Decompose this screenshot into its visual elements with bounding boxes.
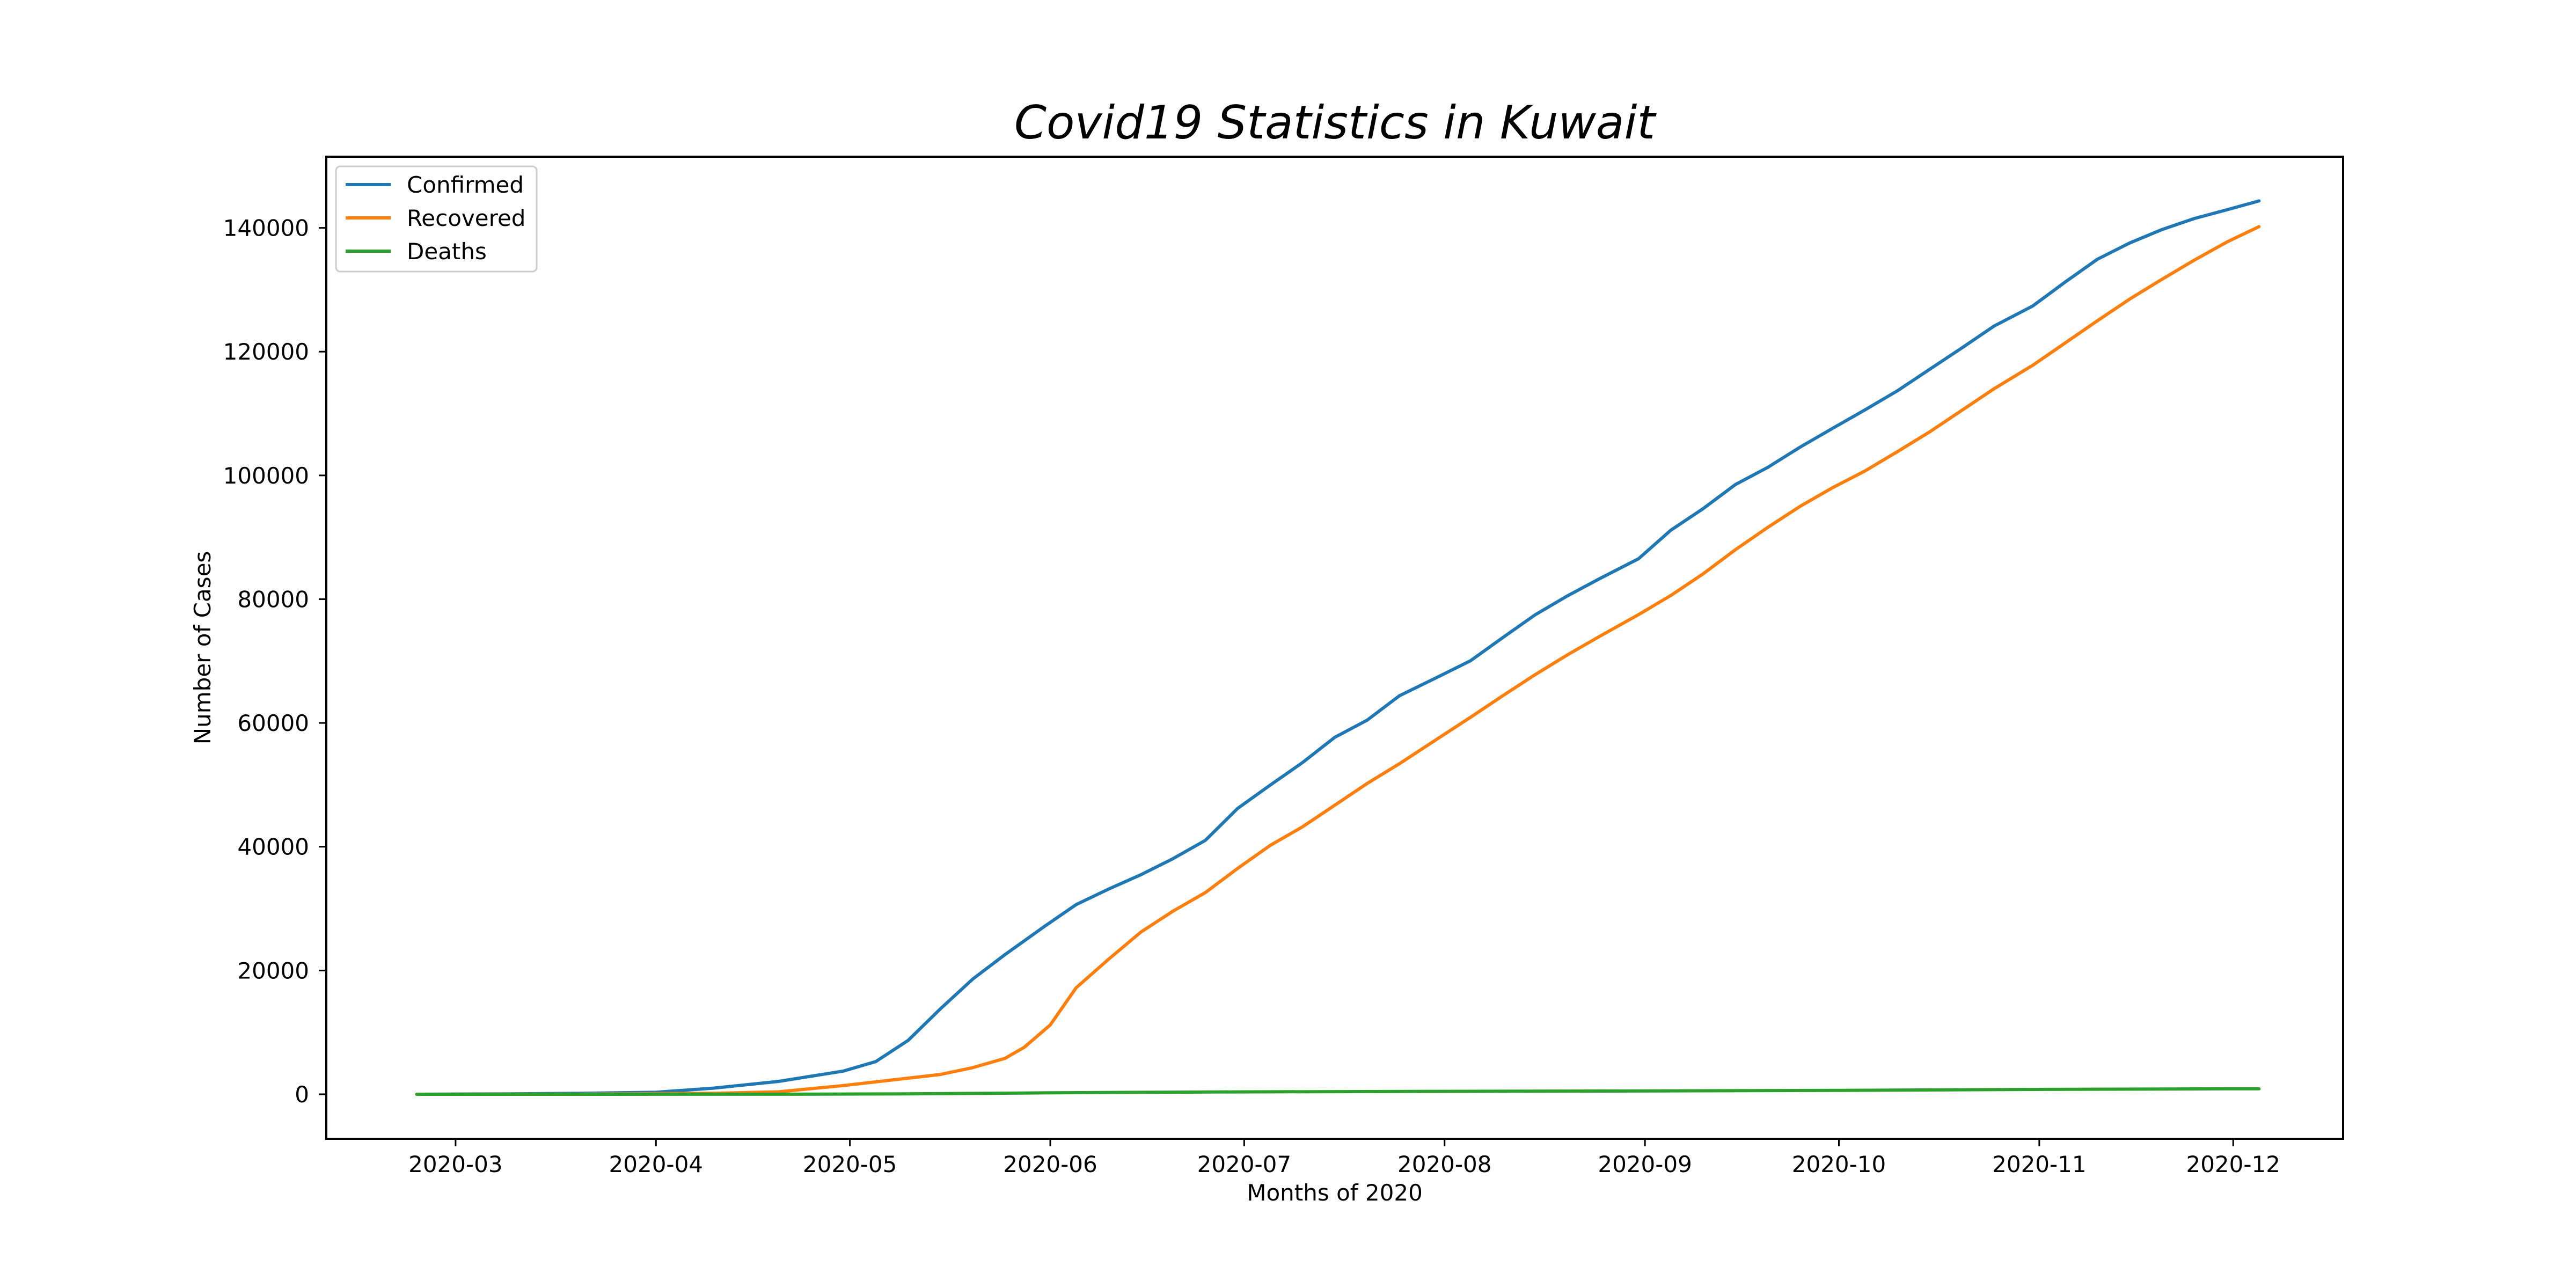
legend-label-confirmed: Confirmed — [407, 172, 524, 198]
y-tick-label: 100000 — [223, 463, 309, 489]
series-line-recovered — [415, 225, 2261, 1096]
y-tick-label: 140000 — [223, 215, 309, 241]
x-tick-label: 2020-11 — [1992, 1151, 2087, 1177]
chart-title: Covid19 Statistics in Kuwait — [1014, 96, 1657, 150]
series-line-confirmed — [415, 199, 2261, 1096]
y-tick-label: 0 — [295, 1081, 309, 1108]
legend-box — [335, 165, 538, 273]
x-tick-label: 2020-07 — [1197, 1151, 1292, 1177]
y-tick-label: 80000 — [237, 586, 309, 612]
x-tick-label: 2020-10 — [1792, 1151, 1886, 1177]
x-axis-label: Months of 2020 — [1247, 1180, 1423, 1206]
y-tick-label: 20000 — [237, 957, 309, 984]
plot-area-frame — [325, 156, 2344, 1140]
x-tick-label: 2020-05 — [803, 1151, 897, 1177]
y-tick-label: 60000 — [237, 710, 309, 736]
x-tick-label: 2020-06 — [1003, 1151, 1097, 1177]
x-tick-label: 2020-03 — [408, 1151, 503, 1177]
legend: Confirmed Recovered Deaths — [335, 165, 538, 273]
y-tick-label: 40000 — [237, 834, 309, 860]
legend-label-recovered: Recovered — [407, 205, 525, 231]
x-axis: 2020-03 2020-04 2020-05 2020-06 2020-07 2020-… — [408, 1139, 2280, 1177]
x-tick-label: 2020-04 — [609, 1151, 704, 1177]
series-line-deaths — [415, 1087, 2261, 1096]
y-axis-label: Number of Cases — [189, 551, 216, 745]
legend-label-deaths: Deaths — [407, 238, 487, 265]
y-tick-label: 120000 — [223, 339, 309, 365]
x-tick-label: 2020-09 — [1598, 1151, 1692, 1177]
x-tick-label: 2020-12 — [2186, 1151, 2280, 1177]
series-layer — [415, 199, 2261, 1096]
y-axis: 0 20000 40000 60000 80000 100000 120000 140000 — [223, 215, 326, 1108]
x-tick-label: 2020-08 — [1397, 1151, 1492, 1177]
